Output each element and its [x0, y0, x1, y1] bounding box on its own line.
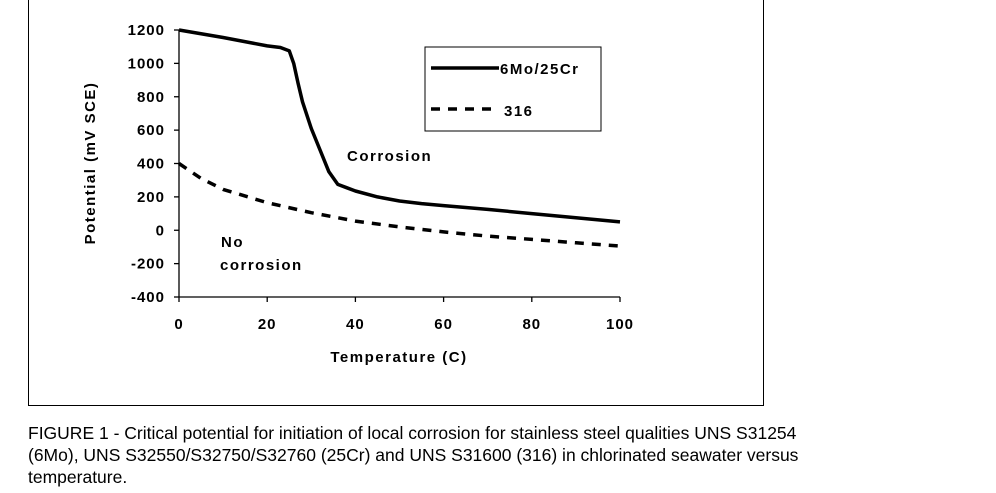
y-tick-label: 800: [137, 89, 165, 106]
caption-line-2: (6Mo), UNS S32550/S32750/S32760 (25Cr) a…: [28, 445, 799, 465]
x-axis-title: Temperature (C): [330, 349, 467, 366]
x-tick-label: 0: [174, 316, 183, 333]
x-tick-label: 60: [434, 316, 453, 333]
legend-label-316: 316: [504, 103, 534, 120]
chart-svg: 1200 1000 800 600 400 200 0 -200 -400 0 20 40 60 80 10…: [82, 22, 634, 366]
y-tick-label: 600: [137, 122, 165, 139]
caption-line-3: temperature.: [28, 467, 128, 487]
x-tick-label: 80: [522, 316, 541, 333]
y-tick-label: 0: [156, 222, 165, 239]
annotation-no: No: [221, 234, 244, 251]
annotation-corrosion: Corrosion: [347, 148, 432, 165]
series-line-6mo-25cr: [178, 28, 621, 224]
y-tick-label: 1200: [128, 22, 165, 39]
x-tick-label: 20: [258, 316, 277, 333]
y-tick-label: 200: [137, 189, 165, 206]
y-tick-label: 400: [137, 156, 165, 173]
caption-line-1: FIGURE 1 - Critical potential for initia…: [28, 423, 797, 443]
x-tick-label: 40: [346, 316, 365, 333]
series-line-316: [178, 162, 621, 248]
ticks-group: 1200 1000 800 600 400 200 0 -200 -400 0 20 40 60 80 10…: [128, 22, 634, 333]
legend: 6Mo/25Cr 316: [424, 46, 602, 132]
figure-caption: FIGURE 1 - Critical potential for initia…: [28, 422, 968, 488]
series-group: [178, 28, 621, 248]
annotation-corrosion-2: corrosion: [220, 257, 303, 274]
y-tick-label: -200: [131, 256, 165, 273]
y-tick-label: -400: [131, 289, 165, 306]
legend-box: [424, 46, 602, 132]
y-axis-title: Potential (mV SCE): [82, 82, 99, 245]
x-tick-label: 100: [606, 316, 634, 333]
y-tick-label: 1000: [128, 55, 165, 72]
legend-label-6mo25cr: 6Mo/25Cr: [500, 61, 580, 78]
chart-frame: 1200 1000 800 600 400 200 0 -200 -400 0 20 40 60 80 10…: [28, 0, 764, 406]
